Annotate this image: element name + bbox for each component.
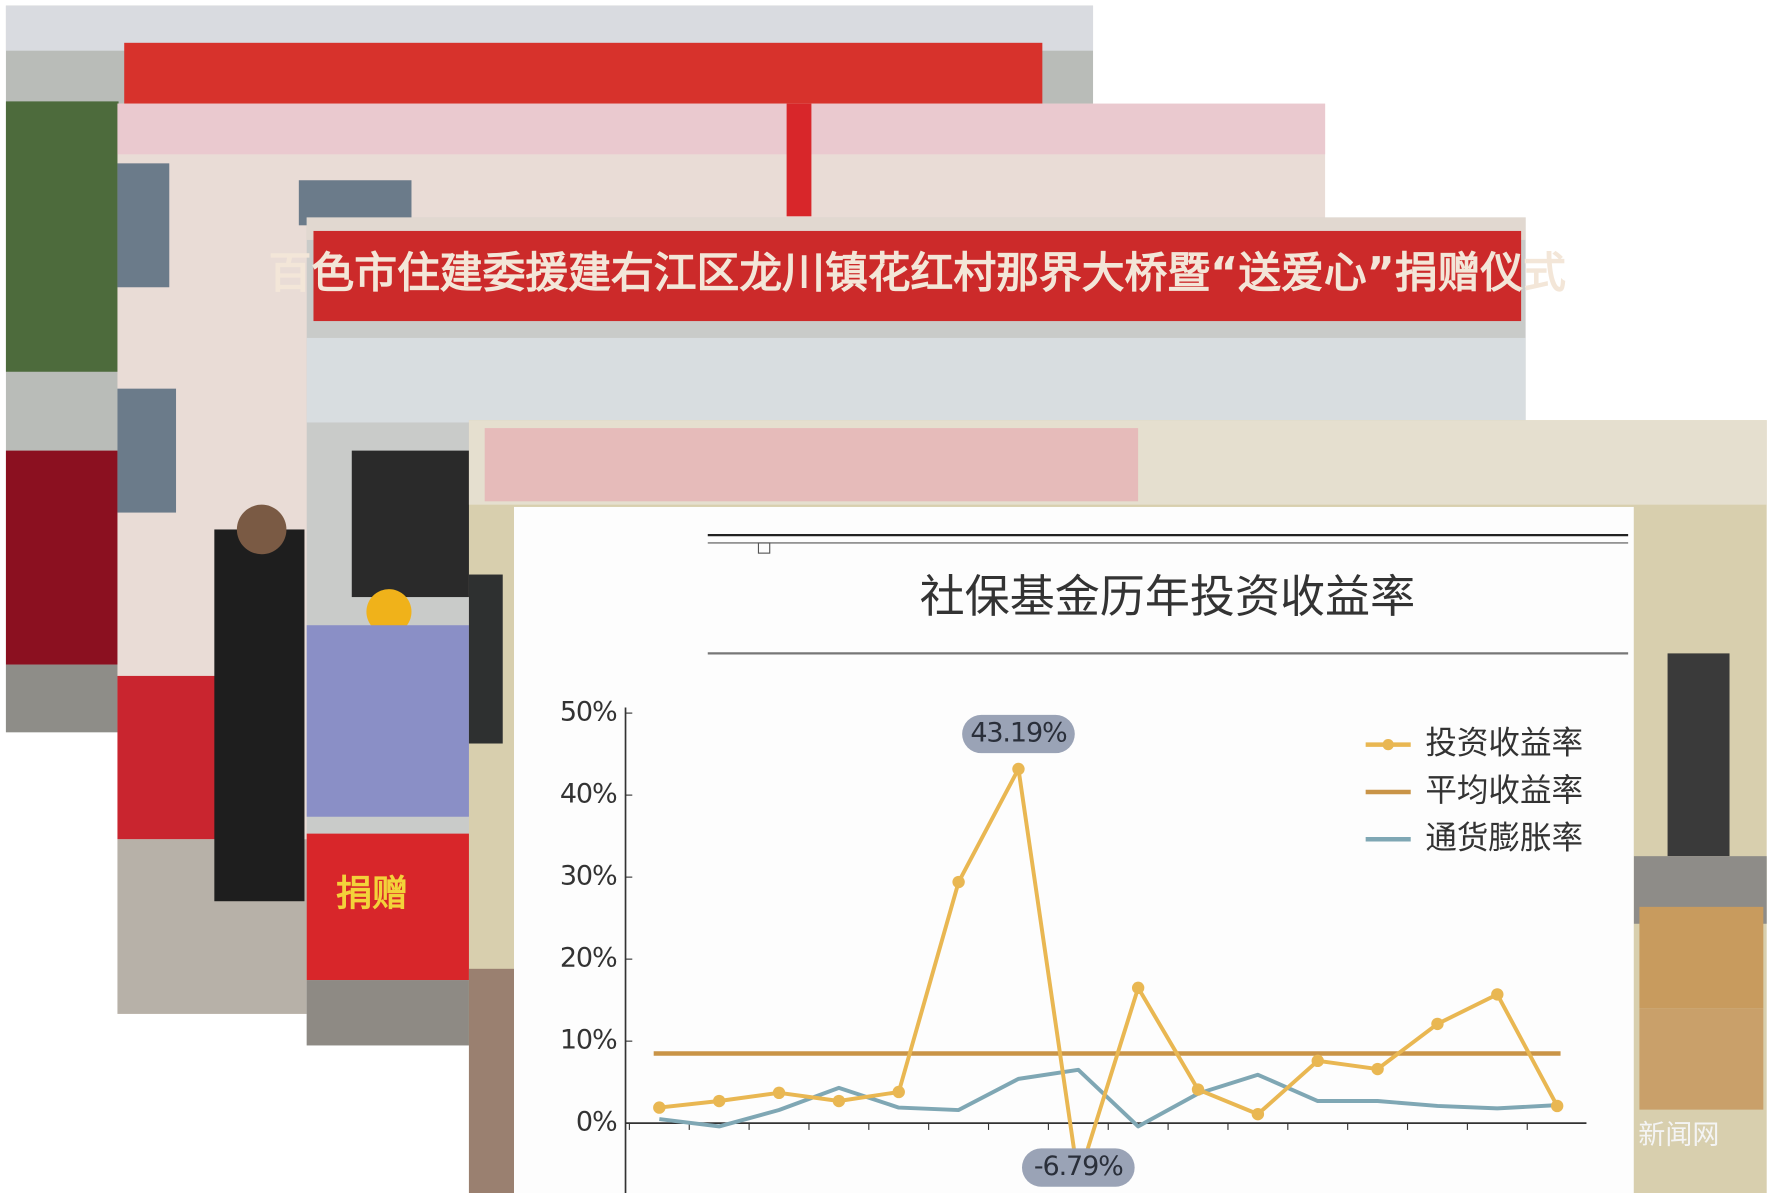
point bbox=[1311, 1054, 1324, 1068]
y-tick-label: 30% bbox=[560, 861, 617, 892]
y-tick-label: 20% bbox=[560, 943, 617, 974]
y-tick-label: 0% bbox=[576, 1107, 617, 1138]
value-label: -6.79% bbox=[1034, 1151, 1123, 1182]
point bbox=[1251, 1107, 1265, 1121]
point bbox=[772, 1086, 786, 1100]
series-line bbox=[659, 766, 1559, 1181]
point bbox=[1131, 981, 1145, 995]
legend-label: 投资收益率 bbox=[1425, 726, 1583, 762]
legend-label: 平均收益率 bbox=[1425, 773, 1583, 809]
y-tick-label: 40% bbox=[560, 779, 617, 810]
value-label-box bbox=[962, 714, 1075, 754]
point bbox=[1550, 1099, 1564, 1113]
watermark: 新闻网 bbox=[1638, 1120, 1719, 1151]
point bbox=[1431, 1017, 1444, 1031]
point bbox=[1191, 1083, 1205, 1096]
value-label-box bbox=[1021, 1148, 1135, 1187]
value-label: 43.19% bbox=[970, 718, 1067, 749]
point bbox=[1012, 762, 1025, 776]
point bbox=[892, 1085, 905, 1099]
point bbox=[712, 1094, 726, 1108]
y-tick-label: 10% bbox=[560, 1025, 617, 1056]
point bbox=[832, 1094, 846, 1108]
y-tick-label: 50% bbox=[560, 697, 617, 728]
package-text: 捐赠 bbox=[336, 874, 408, 915]
point bbox=[1491, 988, 1504, 1001]
chart-panel: 社保基金历年投资收益率 0% 10% 20% 30% 40% 50% 43.19% -6.79… bbox=[513, 506, 1634, 1193]
series-line bbox=[659, 1067, 1558, 1129]
point bbox=[1371, 1062, 1384, 1076]
chart-title: 社保基金历年投资收益率 bbox=[920, 570, 1416, 623]
point bbox=[952, 875, 965, 889]
point bbox=[653, 1101, 666, 1114]
legend-marker bbox=[1382, 739, 1394, 751]
legend-label: 通货膨胀率 bbox=[1425, 820, 1583, 856]
banner-text: 百色市住建委援建右江区龙川镇花红村那界大桥暨“送爱心”捐赠仪式 bbox=[269, 249, 1567, 299]
